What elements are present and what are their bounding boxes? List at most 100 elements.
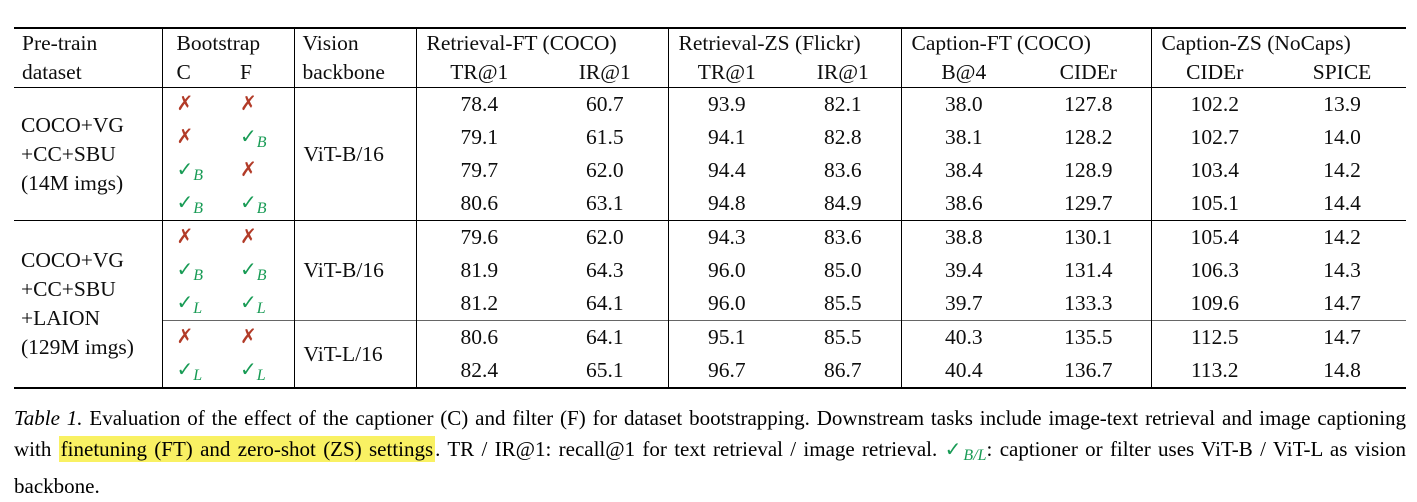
mark-subscript: L xyxy=(193,299,203,317)
dataset-line: COCO+VG xyxy=(21,248,124,272)
metric-value: 79.7 xyxy=(415,154,543,187)
metric-value: 82.1 xyxy=(823,92,862,116)
filter-mark: ✗ xyxy=(226,320,295,354)
metric-value: 39.4 xyxy=(900,254,1027,287)
metric-value: 14.0 xyxy=(1323,125,1361,149)
bootstrap-mark-icon: ✗ xyxy=(176,223,194,248)
metric-value: 65.1 xyxy=(585,358,624,382)
filter-mark: ✓B xyxy=(226,121,294,154)
results-table: Pre-train Bootstrap Vision Retrieval-FT … xyxy=(14,27,1407,389)
subcol-cider-zs: CIDEr xyxy=(1150,58,1279,88)
caption-text: : captioner or filter uses ViT-B / ViT-L… xyxy=(14,436,1407,499)
metric-value: 63.1 xyxy=(585,191,624,215)
metric-value: 64.3 xyxy=(585,258,624,282)
subcol-b4: B@4 xyxy=(900,58,1027,88)
table-row: ✓B ✓B 80.6 63.1 94.8 84.9 38.6 129.7 105… xyxy=(14,187,1406,221)
col-header-pretrain: Pre-train xyxy=(22,31,98,55)
filter-mark: ✓B xyxy=(226,187,294,221)
caption-highlight: finetuning (FT) and zero-shot (ZS) setti… xyxy=(58,435,436,462)
metric-value: 103.4 xyxy=(1150,154,1279,187)
dataset-cell-14m: COCO+VG +CC+SBU (14M imgs) xyxy=(14,88,162,221)
caption-check-subscript: B/L xyxy=(963,446,987,464)
metric-value: 38.8 xyxy=(900,220,1027,254)
caption-text: . TR / IR@1: recall@1 for text retrieval… xyxy=(435,436,938,461)
bootstrap-mark-icon: ✓ xyxy=(176,256,194,281)
captioner-mark: ✗ xyxy=(161,220,226,254)
col-header-captioner: C xyxy=(161,58,226,88)
bootstrap-mark-icon: ✓ xyxy=(176,156,194,181)
metric-value: 85.5 xyxy=(785,320,902,354)
metric-value: 80.6 xyxy=(415,187,543,221)
metric-value: 106.3 xyxy=(1150,254,1279,287)
caption-text: Evaluation of the effect of the captione… xyxy=(14,406,1406,461)
captioner-mark: ✗ xyxy=(161,320,226,354)
subcol-ir1-ft: IR@1 xyxy=(542,58,669,88)
metric-value: 38.1 xyxy=(900,121,1027,154)
col-header-backbone-2: backbone xyxy=(293,58,417,88)
metric-value: 79.1 xyxy=(415,121,543,154)
bootstrap-mark-icon: ✗ xyxy=(176,323,194,348)
metric-value: 62.0 xyxy=(585,158,624,182)
captioner-mark: ✓B xyxy=(161,254,226,287)
table-row: COCO+VG +CC+SBU (14M imgs) ✗ ✗ ViT-B/16 … xyxy=(14,87,1406,221)
metric-value: 40.3 xyxy=(900,320,1027,354)
dataset-line: COCO+VG xyxy=(21,112,124,137)
metric-value: 84.9 xyxy=(823,191,862,215)
captioner-mark: ✗ xyxy=(161,87,226,121)
filter-mark: ✗ xyxy=(226,154,294,187)
metric-value: 82.4 xyxy=(415,354,543,388)
metric-value: 133.3 xyxy=(1064,291,1113,315)
dataset-line: +CC+SBU xyxy=(21,141,116,166)
mark-subscript: L xyxy=(193,366,203,384)
bootstrap-mark-icon: ✗ xyxy=(240,223,257,248)
metric-value: 14.2 xyxy=(1323,158,1361,182)
metric-value: 79.6 xyxy=(415,220,543,254)
metric-value: 127.8 xyxy=(1064,92,1113,116)
metric-value: 86.7 xyxy=(823,358,862,382)
bootstrap-mark-icon: ✓ xyxy=(240,289,257,314)
metric-value: 128.2 xyxy=(1064,125,1113,149)
col-header-backbone: Vision xyxy=(293,28,417,58)
bootstrap-mark-icon: ✓ xyxy=(240,189,257,214)
metric-value: 39.7 xyxy=(900,287,1027,321)
metric-value: 38.0 xyxy=(900,87,1027,121)
dataset-line: (129M imgs) xyxy=(21,335,134,359)
bootstrap-mark-icon: ✓ xyxy=(176,289,194,314)
metric-value: 128.9 xyxy=(1064,158,1113,182)
metric-value: 81.2 xyxy=(415,287,543,321)
metric-value: 136.7 xyxy=(1064,358,1113,382)
filter-mark: ✓L xyxy=(226,287,294,321)
metric-value: 85.0 xyxy=(823,258,862,282)
metric-value: 131.4 xyxy=(1064,258,1113,282)
metric-value: 14.4 xyxy=(1323,191,1361,215)
bootstrap-mark-icon: ✗ xyxy=(240,323,257,348)
mark-subscript: B xyxy=(256,266,267,284)
captioner-mark: ✓B xyxy=(161,154,226,187)
metric-value: 78.4 xyxy=(415,87,543,121)
table-row: ✓B ✗ 79.7 62.0 94.4 83.6 38.4 128.9 103.… xyxy=(14,154,1406,187)
bootstrap-mark-icon: ✗ xyxy=(240,90,257,115)
metric-value: 14.2 xyxy=(1278,220,1407,254)
table-row: COCO+VG +CC+SBU +LAION (129M imgs) ✗ ✗ V… xyxy=(14,220,1407,388)
subcol-cider-ft: CIDEr xyxy=(1026,58,1152,88)
table-caption: Table 1. Evaluation of the effect of the… xyxy=(14,403,1406,502)
metric-value: 94.1 xyxy=(667,121,786,154)
mark-subscript: B xyxy=(193,199,204,217)
metric-value: 96.7 xyxy=(667,354,786,388)
metric-value: 83.6 xyxy=(785,220,902,254)
metric-value: 38.4 xyxy=(900,154,1027,187)
metric-value: 61.5 xyxy=(585,125,624,149)
filter-mark: ✓L xyxy=(226,354,294,388)
metric-value: 94.3 xyxy=(667,220,786,254)
bootstrap-mark-icon: ✓ xyxy=(240,256,257,281)
captioner-mark: ✗ xyxy=(161,121,226,154)
filter-mark: ✓B xyxy=(226,254,294,287)
table-row: ✓B ✓B 81.9 64.3 96.0 85.0 39.4 131.4 106… xyxy=(14,254,1406,287)
col-header-filter: F xyxy=(226,58,295,88)
col-header-bootstrap: Bootstrap xyxy=(161,28,295,58)
backbone-cell: ViT-B/16 xyxy=(293,87,417,221)
metric-value: 38.6 xyxy=(900,187,1027,221)
dataset-line: +CC+SBU xyxy=(21,277,116,301)
filter-mark: ✗ xyxy=(226,88,294,122)
